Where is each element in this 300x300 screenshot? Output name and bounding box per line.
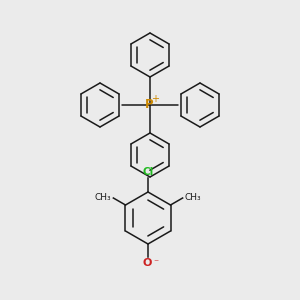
Text: P: P <box>145 98 153 112</box>
Text: Cl: Cl <box>142 167 154 177</box>
Text: CH₃: CH₃ <box>184 193 201 202</box>
Text: CH₃: CH₃ <box>95 193 111 202</box>
Text: O: O <box>142 258 152 268</box>
Text: ⁻: ⁻ <box>153 258 158 268</box>
Text: +: + <box>151 94 159 104</box>
